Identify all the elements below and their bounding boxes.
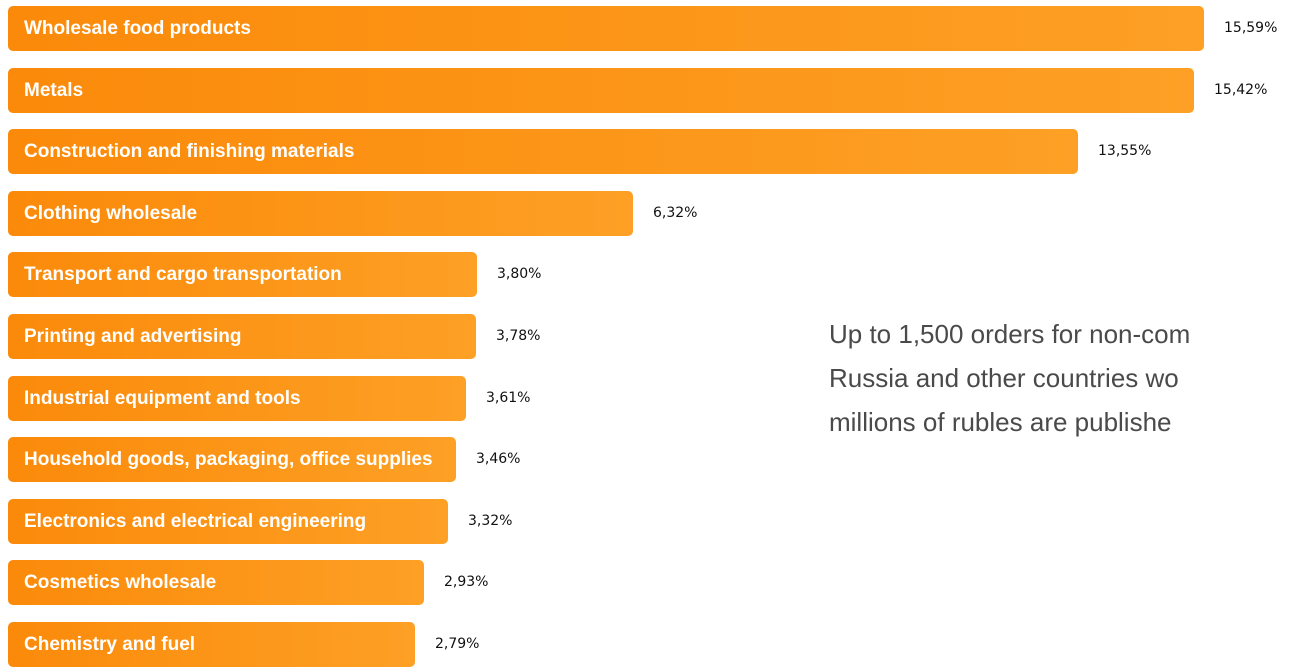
bar: Clothing wholesale	[8, 191, 633, 236]
bar-category-label: Industrial equipment and tools	[24, 388, 301, 409]
bar-value-label: 3,78%	[496, 328, 541, 344]
bar-category-label: Electronics and electrical engineering	[24, 511, 367, 532]
bar: Printing and advertising	[8, 314, 476, 359]
bar: Wholesale food products	[8, 6, 1204, 51]
bar-category-label: Construction and finishing materials	[24, 141, 355, 162]
bar-value-label: 2,79%	[435, 636, 480, 652]
bar: Transport and cargo transportation	[8, 252, 477, 297]
bar: Industrial equipment and tools	[8, 376, 466, 421]
bar-value-label: 3,61%	[486, 390, 531, 406]
bar-category-label: Cosmetics wholesale	[24, 572, 217, 593]
bar: Cosmetics wholesale	[8, 560, 424, 605]
bar: Electronics and electrical engineering	[8, 499, 448, 544]
bar-category-label: Clothing wholesale	[24, 203, 198, 224]
bar: Construction and finishing materials	[8, 129, 1078, 174]
bar-value-label: 15,59%	[1224, 20, 1278, 36]
bar-value-label: 13,55%	[1098, 143, 1152, 159]
bar-value-label: 15,42%	[1214, 82, 1268, 98]
bar-category-label: Household goods, packaging, office suppl…	[24, 449, 433, 470]
bar-category-label: Transport and cargo transportation	[24, 264, 342, 285]
bar-category-label: Wholesale food products	[24, 18, 251, 39]
bar-value-label: 6,32%	[653, 205, 698, 221]
description-line-1: Up to 1,500 orders for non-com	[829, 319, 1191, 349]
bar: Metals	[8, 68, 1194, 113]
description-line-3: millions of rubles are publishe	[829, 407, 1172, 437]
bar-category-label: Chemistry and fuel	[24, 634, 196, 655]
bar-category-label: Metals	[24, 80, 84, 101]
bar: Household goods, packaging, office suppl…	[8, 437, 456, 482]
bar-value-label: 3,80%	[497, 266, 542, 282]
description-line-2: Russia and other countries wo	[829, 363, 1179, 393]
bar-value-label: 2,93%	[444, 574, 489, 590]
description-text: Up to 1,500 orders for non-com Russia an…	[829, 312, 1294, 444]
bar-value-label: 3,32%	[468, 513, 513, 529]
bar: Chemistry and fuel	[8, 622, 415, 667]
bar-category-label: Printing and advertising	[24, 326, 242, 347]
bar-value-label: 3,46%	[476, 451, 521, 467]
